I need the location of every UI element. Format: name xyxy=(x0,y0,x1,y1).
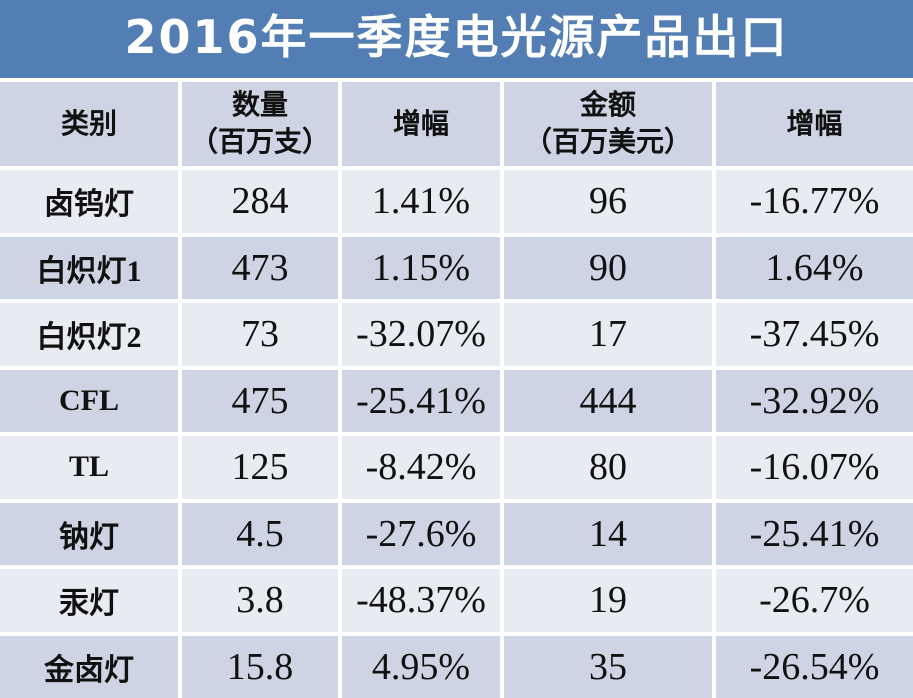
quantity-cell: 15.8 xyxy=(182,635,338,698)
quantity-growth-cell: 1.15% xyxy=(342,236,500,299)
column-header-amount: 金额 （百万美元） xyxy=(504,82,712,166)
amount-cell: 96 xyxy=(504,170,712,233)
quantity-growth-cell: -8.42% xyxy=(342,436,500,499)
amount-growth-cell: -37.45% xyxy=(716,303,913,366)
category-cell: 卤钨灯 xyxy=(0,170,178,233)
amount-cell: 35 xyxy=(504,635,712,698)
column-header-label: 数量 xyxy=(231,90,288,121)
export-data-table: 类别 数量 （百万支） 增幅 金额 （百万美元） 增幅 卤钨灯 284 1.41… xyxy=(0,82,913,698)
quantity-cell: 475 xyxy=(182,369,338,432)
quantity-growth-cell: -32.07% xyxy=(342,303,500,366)
amount-cell: 444 xyxy=(504,369,712,432)
amount-growth-cell: -16.77% xyxy=(716,170,913,233)
column-header-label: 增幅 xyxy=(392,108,449,140)
quantity-cell: 3.8 xyxy=(182,569,338,632)
column-header-unit: （百万支） xyxy=(189,127,330,158)
amount-growth-cell: -32.92% xyxy=(716,369,913,432)
amount-cell: 14 xyxy=(504,502,712,565)
title-banner: 2016年一季度电光源产品出口 xyxy=(0,0,913,78)
amount-cell: 17 xyxy=(504,303,712,366)
category-cell: TL xyxy=(0,436,178,499)
column-header-quantity: 数量 （百万支） xyxy=(182,82,338,166)
amount-growth-cell: -26.54% xyxy=(716,635,913,698)
column-header-unit: （百万美元） xyxy=(523,127,692,158)
amount-growth-cell: -16.07% xyxy=(716,436,913,499)
amount-growth-cell: -25.41% xyxy=(716,502,913,565)
quantity-growth-cell: -25.41% xyxy=(342,369,500,432)
column-header-category: 类别 xyxy=(0,82,178,166)
category-cell: 汞灯 xyxy=(0,569,178,632)
amount-cell: 80 xyxy=(504,436,712,499)
page-title: 2016年一季度电光源产品出口 xyxy=(124,10,789,64)
category-cell: 钠灯 xyxy=(0,502,178,565)
category-cell: CFL xyxy=(0,369,178,432)
category-cell: 金卤灯 xyxy=(0,635,178,698)
amount-cell: 19 xyxy=(504,569,712,632)
column-header-quantity-growth: 增幅 xyxy=(342,82,500,166)
column-header-label: 金额 xyxy=(579,90,636,121)
quantity-cell: 125 xyxy=(182,436,338,499)
quantity-growth-cell: -48.37% xyxy=(342,569,500,632)
amount-cell: 90 xyxy=(504,236,712,299)
amount-growth-cell: 1.64% xyxy=(716,236,913,299)
column-header-label: 类别 xyxy=(60,108,117,140)
category-cell: 白炽灯1 xyxy=(0,236,178,299)
amount-growth-cell: -26.7% xyxy=(716,569,913,632)
quantity-growth-cell: -27.6% xyxy=(342,502,500,565)
column-header-amount-growth: 增幅 xyxy=(716,82,913,166)
column-header-label: 增幅 xyxy=(786,108,843,140)
quantity-cell: 73 xyxy=(182,303,338,366)
quantity-cell: 4.5 xyxy=(182,502,338,565)
quantity-cell: 473 xyxy=(182,236,338,299)
quantity-growth-cell: 1.41% xyxy=(342,170,500,233)
category-cell: 白炽灯2 xyxy=(0,303,178,366)
quantity-cell: 284 xyxy=(182,170,338,233)
quantity-growth-cell: 4.95% xyxy=(342,635,500,698)
